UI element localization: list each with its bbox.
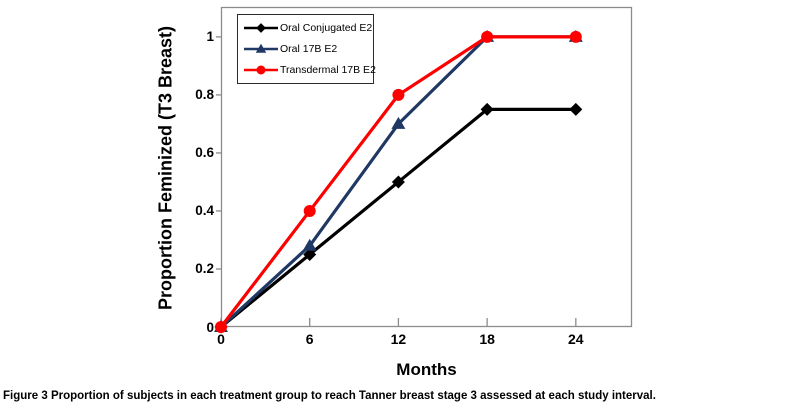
legend-item-oral-17b-e2: Oral 17B E2 [244, 41, 369, 57]
y-tick-label: 0.6 [195, 145, 214, 161]
legend-marker-triangle-icon [244, 43, 278, 53]
x-tick-label: 6 [305, 331, 314, 347]
legend-label: Oral 17B E2 [280, 43, 338, 55]
x-tick-label: 18 [479, 331, 495, 347]
y-tick-label: 0 [206, 319, 214, 335]
legend-item-oral-conjugated-e2: Oral Conjugated E2 [244, 20, 373, 36]
y-tick-label: 1 [206, 29, 214, 45]
legend-item-transdermal-17b-e2: Transdermal 17B E2 [244, 62, 376, 78]
y-tick-label: 0.4 [195, 203, 214, 219]
y-tick-label: 0.8 [195, 87, 214, 103]
y-tick-label: 0.2 [195, 261, 214, 277]
figure-caption: Figure 3 Proportion of subjects in each … [3, 389, 792, 404]
chart-legend: Oral Conjugated E2 Oral 17B E2 Transderm… [237, 14, 376, 84]
figure-caption-label: Figure 3 [3, 390, 51, 402]
plot-canvas [214, 6, 633, 334]
plot-area [214, 6, 633, 334]
x-axis-title: Months [396, 360, 457, 379]
x-tick-label: 24 [568, 331, 584, 347]
legend-marker-circle-icon [244, 65, 278, 75]
x-tick-label: 12 [390, 331, 407, 347]
x-tick-label: 0 [217, 331, 225, 347]
legend-label: Transdermal 17B E2 [280, 64, 376, 76]
figure-caption-text: Proportion of subjects in each treatment… [50, 390, 656, 402]
legend-label: Oral Conjugated E2 [280, 22, 373, 34]
legend-marker-diamond-icon [244, 23, 278, 33]
